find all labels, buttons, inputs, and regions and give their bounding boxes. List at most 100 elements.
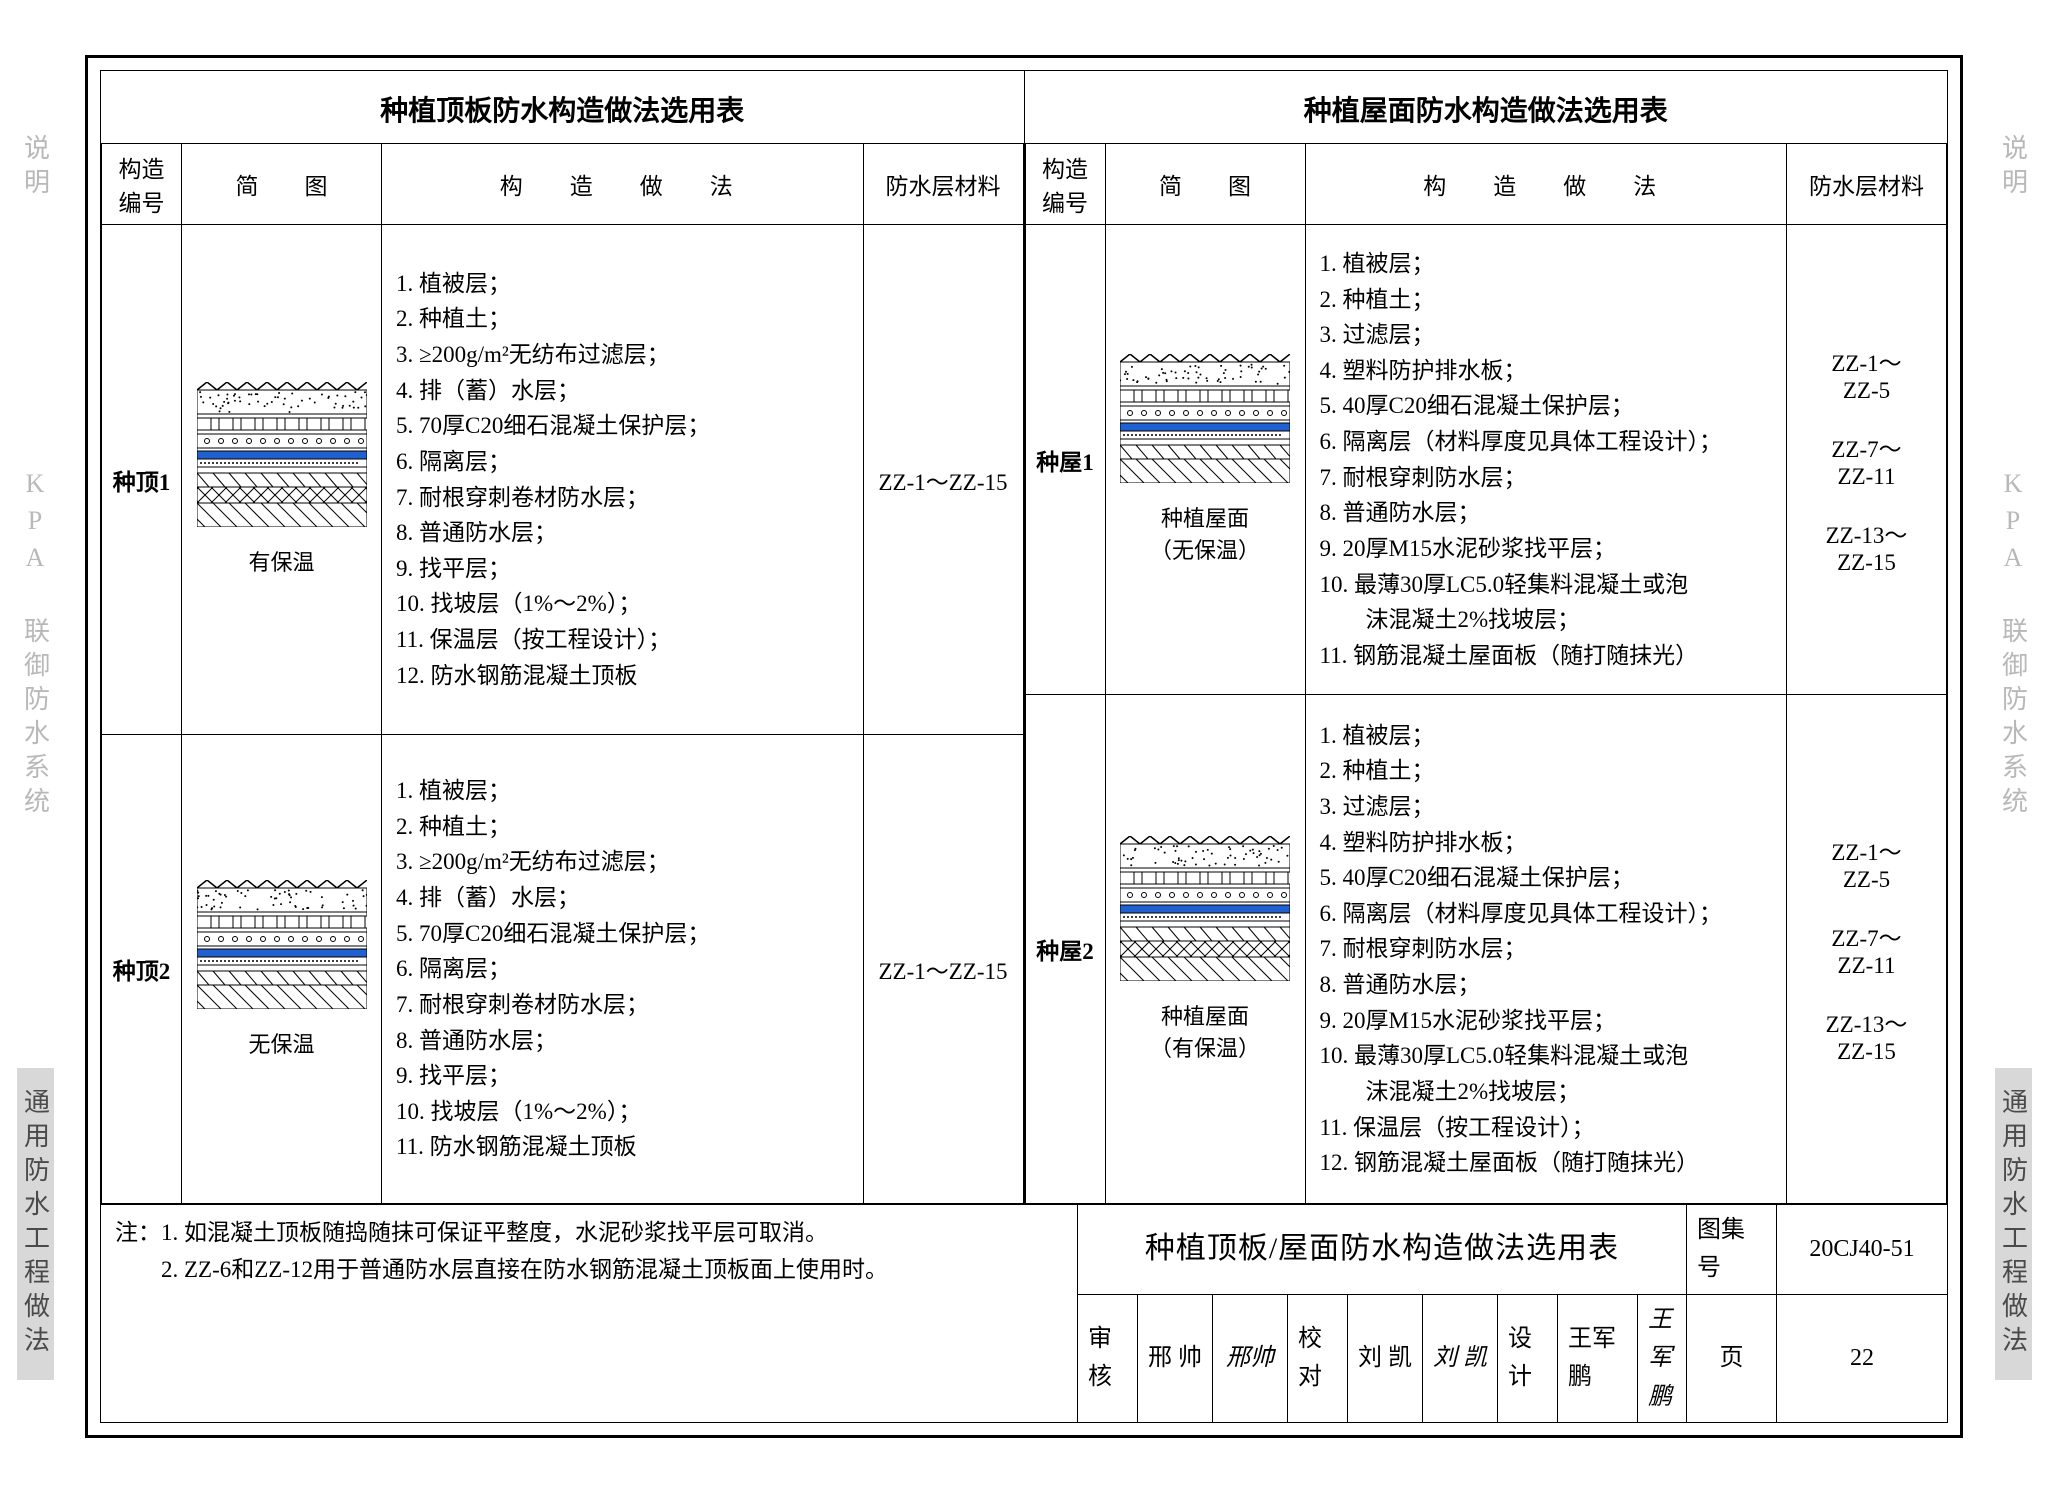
method-item: 2. 种植土； bbox=[1320, 282, 1779, 318]
method-item: 4. 塑料防护排水板； bbox=[1320, 353, 1779, 389]
atlas-number: 20CJ40-51 bbox=[1777, 1205, 1947, 1294]
design-name: 王军鹏 bbox=[1558, 1295, 1638, 1422]
method-item: 12. 钢筋混凝土屋面板（随打随抹光） bbox=[1320, 1145, 1779, 1181]
method-item: 5. 40厚C20细石混凝土保护层； bbox=[1320, 388, 1779, 424]
layer-diagram-icon bbox=[1120, 836, 1290, 981]
th-method: 构 造 做 法 bbox=[382, 144, 864, 225]
cell-material: ZZ-1～ZZ-5ZZ-7～ZZ-11ZZ-13～ZZ-15 bbox=[1787, 225, 1947, 695]
method-item: 8. 普通防水层； bbox=[396, 1023, 855, 1059]
method-item: 11. 保温层（按工程设计）； bbox=[396, 622, 855, 658]
method-list: 1. 植被层；2. 种植土；3. 过滤层；4. 塑料防护排水板；5. 40厚C2… bbox=[1314, 246, 1779, 674]
table-title: 种植屋面防水构造做法选用表 bbox=[1025, 71, 1948, 143]
method-item: 3. 过滤层； bbox=[1320, 317, 1779, 353]
method-list: 1. 植被层；2. 种植土；3. 过滤层；4. 塑料防护排水板；5. 40厚C2… bbox=[1314, 718, 1779, 1181]
method-item: 1. 植被层； bbox=[1320, 718, 1779, 754]
method-item: 3. ≥200g/m²无纺布过滤层； bbox=[396, 337, 855, 373]
note-item: 1. 如混凝土顶板随捣随抹可保证平整度，水泥砂浆找平层可取消。 bbox=[161, 1220, 828, 1245]
method-item: 7. 耐根穿刺卷材防水层； bbox=[396, 987, 855, 1023]
method-item: 9. 找平层； bbox=[396, 551, 855, 587]
cell-method: 1. 植被层；2. 种植土；3. 过滤层；4. 塑料防护排水板；5. 40厚C2… bbox=[1305, 225, 1787, 695]
method-list: 1. 植被层；2. 种植土；3. ≥200g/m²无纺布过滤层；4. 排（蓄）水… bbox=[390, 266, 855, 694]
method-list: 1. 植被层；2. 种植土；3. ≥200g/m²无纺布过滤层；4. 排（蓄）水… bbox=[390, 773, 855, 1165]
diagram-caption: 种植屋面（有保温） bbox=[1150, 999, 1260, 1063]
cell-code: 种屋2 bbox=[1025, 695, 1105, 1204]
side-tab-active: 通用防水工程做法 bbox=[1995, 1068, 2032, 1380]
side-tab: KPA 联御防水系统 bbox=[17, 449, 54, 841]
method-item: 6. 隔离层（材料厚度见具体工程设计）； bbox=[1320, 896, 1779, 932]
notes-prefix: 注： bbox=[115, 1220, 161, 1245]
note-item: 2. ZZ-6和ZZ-12用于普通防水层直接在防水钢筋混凝土顶板面上使用时。 bbox=[161, 1257, 888, 1282]
right-table: 种植屋面防水构造做法选用表 构造编号 简 图 构 造 做 法 防水层材料 种屋1… bbox=[1025, 71, 1948, 1204]
layer-diagram-icon bbox=[197, 382, 367, 527]
method-item: 7. 耐根穿刺防水层； bbox=[1320, 460, 1779, 496]
method-item: 8. 普通防水层； bbox=[1320, 967, 1779, 1003]
th-code: 构造编号 bbox=[102, 144, 182, 225]
method-item: 2. 种植土； bbox=[1320, 753, 1779, 789]
th-diagram: 简 图 bbox=[1105, 144, 1305, 225]
page-number: 22 bbox=[1777, 1295, 1947, 1422]
method-item: 7. 耐根穿刺防水层； bbox=[1320, 931, 1779, 967]
method-item: 10. 最薄30厚LC5.0轻集料混凝土或泡 bbox=[1320, 567, 1779, 603]
method-item: 9. 找平层； bbox=[396, 1058, 855, 1094]
cell-method: 1. 植被层；2. 种植土；3. ≥200g/m²无纺布过滤层；4. 排（蓄）水… bbox=[382, 225, 864, 735]
method-item: 沫混凝土2%找坡层； bbox=[1320, 1074, 1779, 1110]
method-item: 1. 植被层； bbox=[396, 773, 855, 809]
method-item: 4. 排（蓄）水层； bbox=[396, 373, 855, 409]
diagram-caption: 种植屋面（无保温） bbox=[1150, 501, 1260, 565]
tables-container: 种植顶板防水构造做法选用表 构造编号 简 图 构 造 做 法 防水层材料 种顶1… bbox=[101, 71, 1947, 1204]
notes-row: 注：1. 如混凝土顶板随捣随抹可保证平整度，水泥砂浆找平层可取消。 2. ZZ-… bbox=[101, 1204, 1947, 1422]
side-tab: KPA 联御防水系统 bbox=[1995, 449, 2032, 841]
cell-diagram: 有保温 bbox=[182, 225, 382, 735]
method-item: 2. 种植土； bbox=[396, 301, 855, 337]
side-tab: 说明 bbox=[1995, 114, 2032, 222]
table-row: 种屋1 种植屋面（无保温） 1. 植被层；2. 种植土；3. 过滤层；4. 塑料防护… bbox=[1025, 225, 1947, 695]
cell-diagram: 无保温 bbox=[182, 735, 382, 1204]
method-item: 8. 普通防水层； bbox=[396, 515, 855, 551]
left-side-tabs: 说明 KPA 联御防水系统 通用防水工程做法 bbox=[0, 0, 70, 1493]
method-item: 5. 70厚C20细石混凝土保护层； bbox=[396, 916, 855, 952]
method-item: 11. 钢筋混凝土屋面板（随打随抹光） bbox=[1320, 638, 1779, 674]
diagram-caption: 有保温 bbox=[248, 545, 314, 577]
layer-diagram-icon bbox=[1120, 354, 1290, 483]
cell-code: 种顶1 bbox=[102, 225, 182, 735]
method-item: 4. 排（蓄）水层； bbox=[396, 880, 855, 916]
review-name: 邢 帅 bbox=[1138, 1295, 1213, 1422]
method-item: 3. 过滤层； bbox=[1320, 789, 1779, 825]
side-tab-active: 通用防水工程做法 bbox=[17, 1068, 54, 1380]
cell-code: 种顶2 bbox=[102, 735, 182, 1204]
method-item: 11. 防水钢筋混凝土顶板 bbox=[396, 1129, 855, 1165]
method-item: 4. 塑料防护排水板； bbox=[1320, 825, 1779, 861]
cell-diagram: 种植屋面（无保温） bbox=[1105, 225, 1305, 695]
notes-text: 注：1. 如混凝土顶板随捣随抹可保证平整度，水泥砂浆找平层可取消。 2. ZZ-… bbox=[115, 1215, 1077, 1412]
method-item: 沫混凝土2%找坡层； bbox=[1320, 602, 1779, 638]
method-item: 5. 40厚C20细石混凝土保护层； bbox=[1320, 860, 1779, 896]
review-signature: 邢帅 bbox=[1213, 1295, 1288, 1422]
right-side-tabs: 说明 KPA 联御防水系统 通用防水工程做法 bbox=[1978, 0, 2048, 1493]
th-diagram: 简 图 bbox=[182, 144, 382, 225]
cell-material: ZZ-1～ZZ-15 bbox=[863, 225, 1023, 735]
cell-material: ZZ-1～ZZ-15 bbox=[863, 735, 1023, 1204]
cell-diagram: 种植屋面（有保温） bbox=[1105, 695, 1305, 1204]
check-signature: 刘 凯 bbox=[1423, 1295, 1498, 1422]
method-item: 12. 防水钢筋混凝土顶板 bbox=[396, 658, 855, 694]
cell-material: ZZ-1～ZZ-5ZZ-7～ZZ-11ZZ-13～ZZ-15 bbox=[1787, 695, 1947, 1204]
method-item: 9. 20厚M15水泥砂浆找平层； bbox=[1320, 1003, 1779, 1039]
method-item: 1. 植被层； bbox=[396, 266, 855, 302]
method-item: 1. 植被层； bbox=[1320, 246, 1779, 282]
design-label: 设计 bbox=[1498, 1295, 1558, 1422]
diagram-caption: 无保温 bbox=[248, 1027, 314, 1059]
table-title: 种植顶板防水构造做法选用表 bbox=[101, 71, 1024, 143]
check-name: 刘 凯 bbox=[1348, 1295, 1423, 1422]
method-item: 6. 隔离层（材料厚度见具体工程设计）； bbox=[1320, 424, 1779, 460]
method-item: 3. ≥200g/m²无纺布过滤层； bbox=[396, 844, 855, 880]
review-label: 审核 bbox=[1078, 1295, 1138, 1422]
th-method: 构 造 做 法 bbox=[1305, 144, 1787, 225]
spec-table-left: 构造编号 简 图 构 造 做 法 防水层材料 种顶1有保温1. 植被层；2. 种… bbox=[101, 143, 1024, 1204]
cell-code: 种屋1 bbox=[1025, 225, 1105, 695]
check-label: 校对 bbox=[1288, 1295, 1348, 1422]
side-tab: 说明 bbox=[17, 114, 54, 222]
method-item: 5. 70厚C20细石混凝土保护层； bbox=[396, 408, 855, 444]
cell-method: 1. 植被层；2. 种植土；3. 过滤层；4. 塑料防护排水板；5. 40厚C2… bbox=[1305, 695, 1787, 1204]
cell-method: 1. 植被层；2. 种植土；3. ≥200g/m²无纺布过滤层；4. 排（蓄）水… bbox=[382, 735, 864, 1204]
th-material: 防水层材料 bbox=[1787, 144, 1947, 225]
